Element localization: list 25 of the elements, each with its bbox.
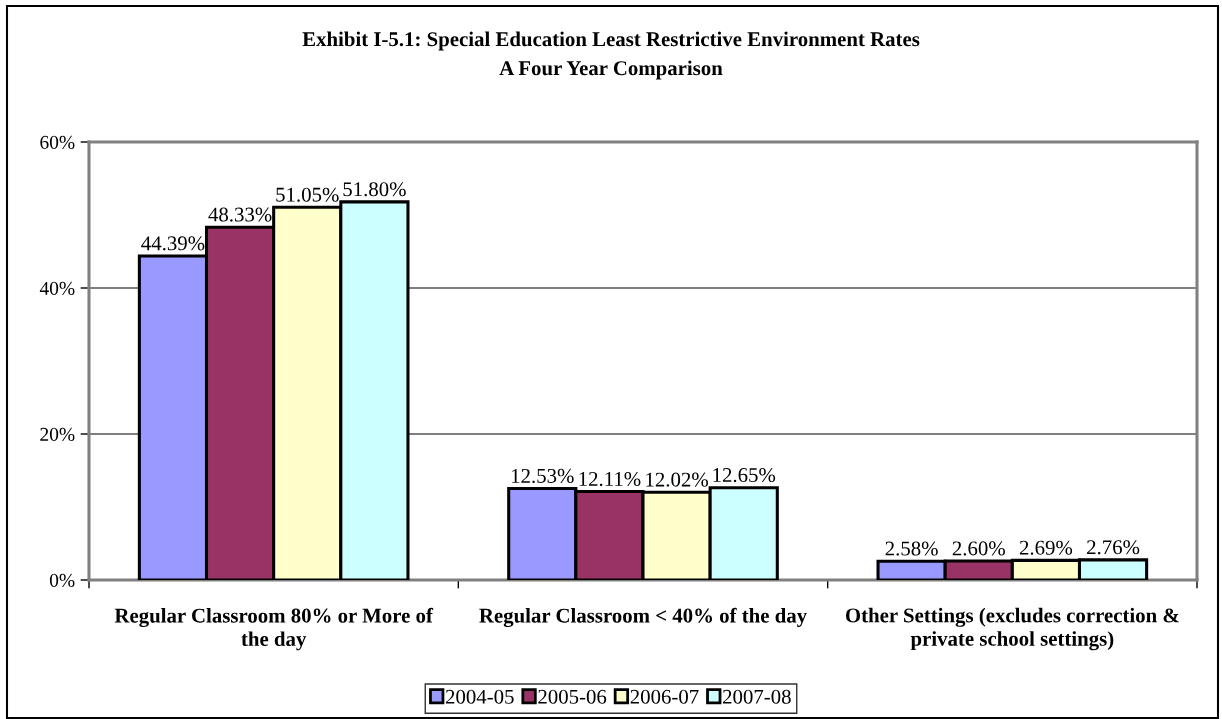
x-tick-label: Regular Classroom < 40% of the day: [479, 607, 807, 628]
legend-label: 2007-08: [723, 689, 791, 704]
y-tick-label: 40%: [39, 281, 75, 295]
data-label: 12.53%: [511, 468, 574, 483]
data-label: 2.60%: [952, 541, 1005, 556]
data-label: 44.39%: [141, 236, 205, 251]
data-label: 51.05%: [276, 187, 339, 202]
data-label: 2.58%: [885, 541, 938, 556]
x-tick-label: Regular Classroom 80% or More of the day: [114, 607, 434, 651]
chart-title: Exhibit I-5.1: Special Education Least Restrictive Environment Rates: [302, 31, 920, 51]
data-label: 2.69%: [1019, 540, 1073, 555]
y-tick-label: 60%: [40, 135, 75, 149]
data-label: 48.33%: [208, 207, 272, 222]
x-tick-label: Other Settings (excludes correction & private school settings): [845, 607, 1179, 651]
y-tick-label: 0%: [49, 573, 75, 587]
data-label: 12.65%: [713, 467, 776, 483]
data-label: 12.02%: [646, 472, 708, 487]
y-tick-label: 20%: [40, 427, 75, 441]
legend-label: 2005-06: [538, 689, 607, 704]
legend-label: 2004-05: [445, 689, 514, 704]
data-label: 2.76%: [1087, 540, 1140, 555]
data-label: 51.80%: [343, 182, 406, 197]
chart-subtitle: A Four Year Comparison: [499, 60, 723, 80]
data-label: 12.11%: [579, 471, 641, 487]
legend-label: 2006-07: [630, 689, 699, 704]
